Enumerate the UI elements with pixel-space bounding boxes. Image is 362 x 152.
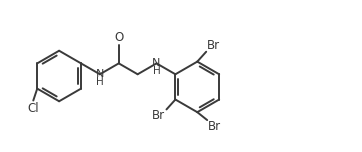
Text: H: H <box>153 66 160 76</box>
Text: Br: Br <box>207 39 220 52</box>
Text: O: O <box>114 31 123 44</box>
Text: N: N <box>96 69 104 79</box>
Text: Cl: Cl <box>28 102 39 114</box>
Text: N: N <box>152 58 161 68</box>
Text: H: H <box>96 77 104 87</box>
Text: Br: Br <box>152 109 165 123</box>
Text: Br: Br <box>208 120 221 133</box>
